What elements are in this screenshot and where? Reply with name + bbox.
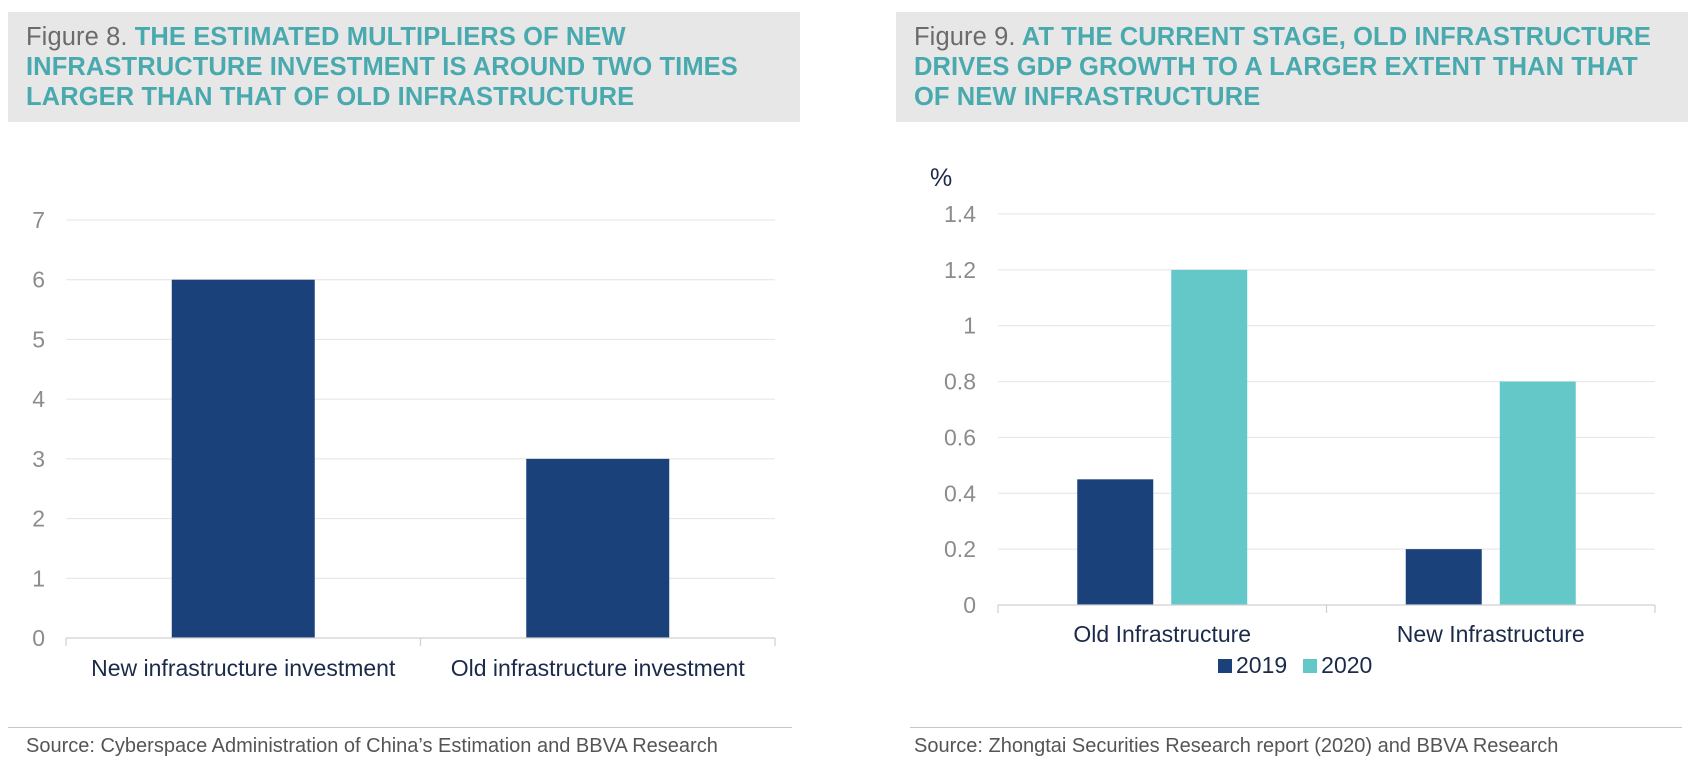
- legend-item: 2020: [1303, 652, 1372, 679]
- figure-8-prefix: Figure 8.: [26, 23, 128, 51]
- bar-2020: [1499, 381, 1576, 605]
- figure-9-prefix: Figure 9.: [914, 23, 1016, 51]
- y-tick-label: 0.2: [944, 536, 976, 562]
- y-tick-label: 1: [32, 565, 45, 591]
- y-tick-label: 0.6: [944, 424, 976, 450]
- category-label: Old infrastructure investment: [451, 655, 746, 681]
- figure-8-x-axis: [65, 637, 776, 646]
- figure-8-chart: 0 1 2 3 4 5 6 7 New infrastructure investment Ol…: [32, 207, 776, 681]
- bar-2019: [1077, 479, 1154, 605]
- y-tick-label: 1.2: [944, 257, 976, 283]
- bar-2019: [1405, 549, 1482, 605]
- figure-9-panel: Figure 9. AT THE CURRENT STAGE, OLD INFR…: [888, 0, 1698, 772]
- y-tick-label: 1: [963, 313, 976, 339]
- bar: [171, 279, 315, 638]
- figure-8-category-labels: New infrastructure investment Old infrast…: [91, 655, 745, 681]
- figure-9-source-rule: [910, 727, 1682, 728]
- y-tick-label: 6: [32, 267, 45, 293]
- bar-2020: [1171, 269, 1248, 605]
- figure-9-legend: 2019 2020: [1218, 652, 1388, 679]
- bar: [526, 458, 670, 638]
- legend-label: 2019: [1236, 652, 1288, 678]
- legend-swatch: [1218, 658, 1232, 673]
- legend-swatch: [1303, 658, 1318, 673]
- y-tick-label: 0: [32, 625, 45, 651]
- category-label: New infrastructure investment: [91, 655, 396, 681]
- y-tick-label: 0.8: [944, 369, 976, 395]
- figure-8-title: THE ESTIMATED MULTIPLIERS OF NEW INFRAST…: [26, 23, 738, 111]
- y-tick-label: 1.4: [944, 201, 976, 227]
- figure-8-bars: [171, 279, 670, 638]
- figure-9-category-labels: Old Infrastructure New Infrastructure: [1073, 621, 1584, 647]
- figure-9-x-axis: [997, 604, 1656, 613]
- figure-9-title-box: Figure 9. AT THE CURRENT STAGE, OLD INFR…: [896, 12, 1688, 122]
- figure-9-source: Source: Zhongtai Securities Research rep…: [914, 735, 1559, 757]
- figure-9-title: AT THE CURRENT STAGE, OLD INFRASTRUCTURE…: [914, 23, 1651, 111]
- y-tick-label: 7: [32, 207, 45, 233]
- figure-8-title-box: Figure 8. THE ESTIMATED MULTIPLIERS OF N…: [8, 12, 800, 122]
- y-tick-label: 4: [32, 386, 45, 412]
- category-label: New Infrastructure: [1397, 621, 1585, 647]
- y-tick-label: 0: [963, 592, 976, 618]
- category-label: Old Infrastructure: [1073, 621, 1251, 647]
- figure-9-chart: % 0 0.2 0.4 0.6 0.8 1 1.2 1.4 Old Infrastructur…: [930, 164, 1656, 647]
- figure-9-y-unit: %: [930, 164, 952, 192]
- y-tick-label: 5: [32, 326, 45, 352]
- y-tick-label: 3: [32, 446, 45, 472]
- figure-9-y-axis: 0 0.2 0.4 0.6 0.8 1 1.2 1.4: [944, 201, 976, 618]
- figure-8-source: Source: Cyberspace Administration of Chi…: [26, 735, 718, 757]
- figure-8-y-axis: 0 1 2 3 4 5 6 7: [32, 207, 45, 651]
- figure-8-source-rule: [8, 727, 792, 728]
- legend-item: 2019: [1218, 652, 1287, 679]
- y-tick-label: 2: [32, 506, 45, 532]
- figure-9-bars: [1077, 269, 1576, 605]
- legend-label: 2020: [1321, 652, 1373, 678]
- y-tick-label: 0.4: [944, 480, 976, 506]
- figure-8-panel: Figure 8. THE ESTIMATED MULTIPLIERS OF N…: [0, 0, 810, 772]
